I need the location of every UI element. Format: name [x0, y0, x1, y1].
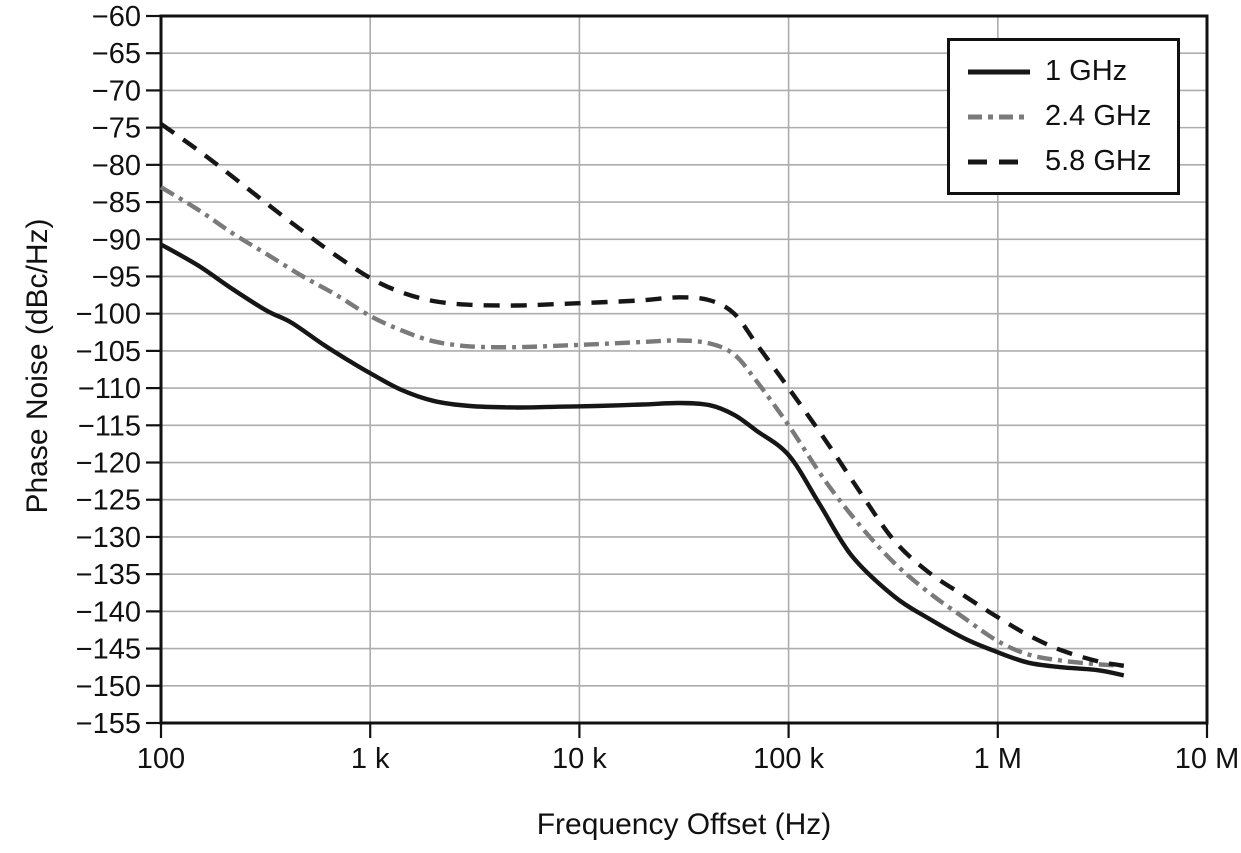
legend-label-5p8ghz: 5.8 GHz: [1045, 145, 1152, 177]
y-tick-label: −110: [78, 373, 141, 405]
series-line-1ghz: [159, 242, 1125, 678]
y-tick-label: −130: [76, 522, 141, 554]
legend: 1 GHz 2.4 GHz 5.8 GHz: [947, 38, 1180, 195]
y-tick-label: −155: [76, 708, 141, 740]
x-tick-label: 1 k: [351, 743, 390, 775]
legend-row-2p4ghz: 2.4 GHz: [968, 102, 1171, 131]
x-tick-label: 1 M: [974, 743, 1022, 775]
y-tick-label: −105: [76, 336, 141, 368]
x-tick-label: 100 k: [753, 743, 824, 775]
y-tick-label: −120: [76, 448, 141, 480]
legend-line-dashdot-icon: [968, 114, 1030, 119]
y-tick-label: −135: [76, 559, 141, 591]
y-tick-label: −100: [76, 299, 141, 331]
plot-border: [159, 14, 1209, 725]
y-tick-label: −65: [92, 38, 141, 70]
y-tick-label: −70: [92, 75, 141, 107]
x-tick-label: 10 k: [552, 743, 607, 775]
y-tick-label: −150: [76, 671, 141, 703]
y-axis-title: Phase Noise (dBc/Hz): [21, 218, 54, 514]
series-line-58ghz: [159, 122, 1125, 668]
legend-label-2p4ghz: 2.4 GHz: [1045, 100, 1152, 132]
y-tick-label: −90: [92, 224, 141, 256]
series-line-24ghz: [159, 185, 1124, 668]
legend-row-1ghz: 1 GHz: [968, 57, 1171, 86]
legend-line-dashed-icon: [968, 159, 1030, 164]
legend-label-1ghz: 1 GHz: [1045, 55, 1128, 87]
y-tick-label: −140: [76, 596, 141, 628]
y-tick-label: −115: [78, 410, 141, 442]
x-axis-title: Frequency Offset (Hz): [536, 808, 832, 841]
legend-line-solid-icon: [968, 69, 1030, 74]
x-tick-label: 100: [137, 743, 185, 775]
y-tick-label: −95: [92, 261, 141, 293]
y-tick-label: −145: [76, 634, 141, 666]
legend-row-5p8ghz: 5.8 GHz: [968, 147, 1171, 176]
y-tick-label: −85: [92, 187, 141, 219]
y-tick-label: −75: [92, 113, 141, 145]
y-tick-label: −125: [76, 485, 141, 517]
y-tick-label: −80: [92, 150, 141, 182]
x-tick-label: 10 M: [1175, 743, 1239, 775]
y-tick-label: −60: [92, 1, 141, 33]
